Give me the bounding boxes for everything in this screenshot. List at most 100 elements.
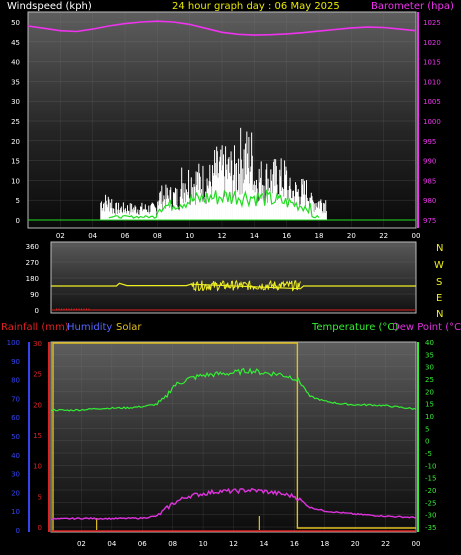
rainfall-tick-label: 0	[38, 524, 42, 532]
humidity-tick-label: 40	[11, 452, 20, 460]
direction-calm-mark	[63, 308, 65, 310]
temp-hour-tick-label: 12	[229, 540, 238, 548]
temp-hour-tick-label: 10	[199, 540, 208, 548]
humidity-tick-label: 60	[11, 414, 20, 422]
direction-line	[51, 282, 416, 290]
windspeed-tick-label: 35	[11, 78, 20, 86]
direction-tick-label: 270	[26, 259, 39, 267]
humidity-axis-title: Humidity	[67, 322, 112, 333]
rainfall-tick-label: 25	[33, 371, 42, 379]
wind-hour-tick-label: 22	[379, 232, 388, 240]
direction-tick-label: 0	[35, 307, 39, 315]
humidity-tick-label: 30	[11, 471, 20, 479]
temp-hour-tick-label: 04	[107, 540, 116, 548]
temp-hour-tick-label: 02	[77, 540, 86, 548]
wind-hour-tick-label: 20	[347, 232, 356, 240]
chart-title: 24 hour graph day : 06 May 2025	[172, 1, 340, 12]
temp-panel	[50, 341, 417, 533]
barometer-tick-label: 1015	[423, 59, 441, 67]
temperature-tick-label: -35	[425, 524, 436, 532]
barometer-tick-label: 985	[423, 177, 436, 185]
temperature-tick-label: -5	[425, 450, 432, 458]
barometer-tick-label: 1000	[423, 118, 441, 126]
wind-hour-tick-label: 16	[282, 232, 291, 240]
temp-hour-tick-label: 08	[168, 540, 177, 548]
barometer-tick-label: 990	[423, 158, 436, 166]
compass-s: S	[436, 277, 442, 288]
line-series	[27, 20, 417, 532]
temperature-tick-label: -20	[425, 487, 436, 495]
temperature-tick-label: -10	[425, 462, 436, 470]
temperature-tick-label: 0	[425, 438, 429, 446]
temp-hour-tick-label: 14	[259, 540, 268, 548]
rainfall-tick-label: 15	[33, 432, 42, 440]
windspeed-tick-label: 40	[11, 59, 20, 67]
direction-calm-mark	[76, 308, 77, 310]
wind-average-line	[108, 188, 320, 219]
barometer-axis-title: Barometer (hpa)	[371, 1, 454, 12]
wind-hour-tick-label: 08	[153, 232, 162, 240]
direction-calm-mark	[83, 308, 85, 310]
temp-hour-tick-label: 06	[138, 540, 147, 548]
temperature-tick-label: 25	[425, 376, 434, 384]
barometer-tick-label: 1010	[423, 78, 441, 86]
wind-hour-tick-label: 06	[121, 232, 130, 240]
temperature-tick-label: 5	[425, 425, 429, 433]
temperature-tick-label: -25	[425, 499, 436, 507]
windspeed-tick-label: 20	[11, 138, 20, 146]
temperature-tick-label: 30	[425, 364, 434, 372]
rainfall-tick-label: 30	[33, 340, 42, 348]
solar-title: Solar	[116, 322, 142, 333]
windspeed-axis-title: Windspeed (kph)	[7, 1, 92, 12]
direction-calm-mark	[78, 308, 80, 310]
wind-hour-tick-label: 12	[218, 232, 227, 240]
direction-calm-mark	[81, 308, 82, 310]
temp-hour-tick-label: 22	[381, 540, 390, 548]
wind-hour-tick-label: 10	[185, 232, 194, 240]
rainfall-tick-label: 5	[38, 493, 42, 501]
direction-calm-mark	[56, 308, 57, 310]
humidity-tick-label: 80	[11, 377, 20, 385]
barometer-tick-label: 980	[423, 197, 436, 205]
direction-variable-segment	[190, 279, 301, 292]
temp-hour-tick-label: 20	[351, 540, 360, 548]
temperature-tick-label: 15	[425, 401, 434, 409]
direction-calm-mark	[58, 308, 60, 310]
direction-tick-label: 90	[30, 291, 39, 299]
temperature-tick-label: -15	[425, 475, 436, 483]
barometer-tick-label: 995	[423, 138, 436, 146]
wind-hour-tick-label: 18	[315, 232, 324, 240]
direction-calm-mark	[86, 308, 87, 310]
barometer-line	[27, 20, 417, 36]
humidity-tick-label: 50	[11, 433, 20, 441]
wind-hour-tick-label: 00	[412, 232, 421, 240]
direction-calm-mark	[73, 308, 75, 310]
compass-w: W	[434, 260, 444, 271]
humidity-tick-label: 100	[7, 339, 20, 347]
compass-n-bottom: N	[436, 309, 443, 320]
windspeed-tick-label: 0	[16, 217, 20, 225]
windspeed-tick-label: 15	[11, 158, 20, 166]
temperature-tick-label: 35	[425, 351, 434, 359]
windspeed-tick-label: 25	[11, 118, 20, 126]
compass-e: E	[436, 293, 442, 304]
humidity-tick-label: 0	[16, 527, 20, 535]
temp-hour-tick-label: 00	[412, 540, 421, 548]
windspeed-tick-label: 10	[11, 177, 20, 185]
direction-calm-mark	[88, 308, 90, 310]
windspeed-tick-label: 50	[11, 19, 20, 27]
direction-calm-mark	[66, 308, 67, 310]
wind-hour-tick-label: 04	[88, 232, 97, 240]
direction-calm-mark	[61, 308, 62, 310]
temperature-tick-label: 40	[425, 339, 434, 347]
direction-calm-mark	[71, 308, 72, 310]
direction-tick-label: 360	[26, 243, 39, 251]
direction-calm-mark	[68, 308, 70, 310]
temperature-axis-title: Temperature (°C)	[311, 322, 398, 333]
temperature-tick-label: -30	[425, 512, 436, 520]
temperature-tick-label: 20	[425, 388, 434, 396]
windspeed-tick-label: 5	[16, 197, 20, 205]
solar-outline	[52, 342, 416, 532]
direction-panel	[50, 241, 417, 314]
